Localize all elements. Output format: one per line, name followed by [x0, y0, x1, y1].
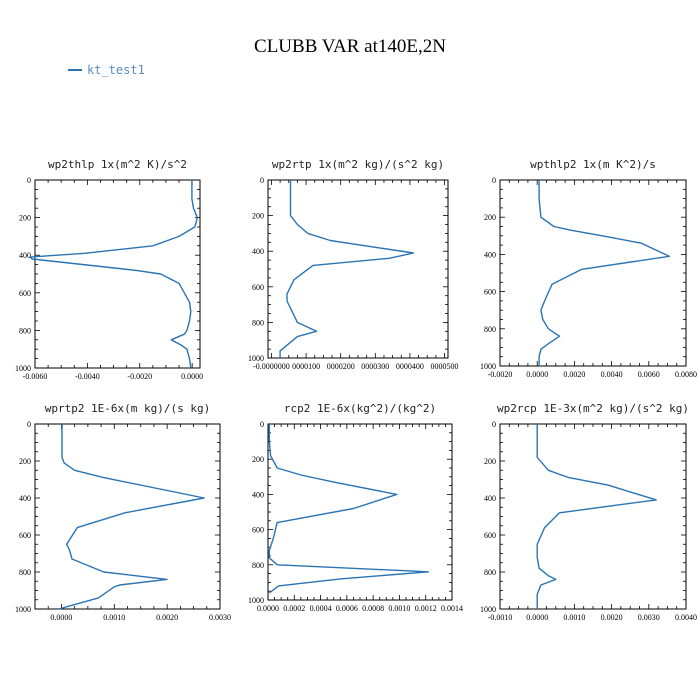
y-tick-label: 1000 [480, 362, 496, 371]
page-title: CLUBB VAR at140E,2N [254, 36, 446, 57]
x-tick-label: 0.0002 [283, 604, 305, 613]
chart-panel-6: wp2rcp 1E-3x(m^2 kg)/(s^2 kg)0 200 400 600 8… [480, 402, 697, 622]
x-tick-label: 0.0000 [257, 604, 279, 613]
x-tick-label: 0000200 [327, 362, 355, 371]
x-tick-label: 0.0008 [362, 604, 384, 613]
y-tick-label: 1000 [248, 596, 264, 605]
chart-panel-3: wpthlp2 1x(m K^2)/s 0 200 400 600 800 1000-0.0… [480, 158, 697, 379]
x-tick-label: 0.0020 [563, 370, 585, 379]
legend-label: kt_test1 [87, 63, 145, 77]
y-tick-label: 0 [260, 176, 264, 185]
legend-line-swatch [68, 69, 82, 71]
y-tick-label: 0 [260, 420, 264, 429]
y-tick-label: 800 [484, 568, 496, 577]
y-tick-label: 400 [252, 247, 264, 256]
x-tick-label: 0.0000 [526, 613, 548, 622]
y-tick-label: 1000 [480, 605, 496, 614]
chart-title: wprtp2 1E-6x(m kg)/(s kg) [45, 402, 211, 415]
x-tick-label: 0000500 [431, 362, 459, 371]
y-tick-label: 800 [19, 568, 31, 577]
y-tick-label: 600 [19, 289, 31, 298]
y-tick-label: 400 [484, 250, 496, 259]
series-line [58, 424, 205, 610]
plot-frame [267, 423, 453, 601]
x-tick-label: 0.0080 [675, 370, 697, 379]
y-tick-label: 200 [484, 213, 496, 222]
chart-panel-4: wprtp2 1E-6x(m kg)/(s kg) 0 200 400 600 800 10… [15, 402, 231, 622]
y-tick-label: 400 [484, 494, 496, 503]
series-line [268, 424, 429, 594]
x-tick-label: 0.0030 [209, 613, 231, 622]
x-tick-label: 0000400 [396, 362, 424, 371]
y-tick-label: 800 [19, 326, 31, 335]
y-tick-label: 600 [252, 283, 264, 292]
y-tick-label: 200 [252, 455, 264, 464]
x-tick-label: 0000100 [292, 362, 320, 371]
y-tick-label: 600 [19, 531, 31, 540]
x-tick-label: 0.0014 [441, 604, 463, 613]
y-tick-label: 200 [484, 457, 496, 466]
chart-title: wp2rcp 1E-3x(m^2 kg)/(s^2 kg) [497, 402, 689, 415]
x-tick-label: 0000300 [361, 362, 389, 371]
x-tick-label: 0.0000 [526, 370, 548, 379]
x-tick-label: 0.0006 [336, 604, 358, 613]
y-tick-label: 600 [484, 288, 496, 297]
legend: kt_test1 [68, 62, 145, 78]
y-tick-label: 800 [484, 325, 496, 334]
series-line [279, 180, 415, 358]
chart-title: wp2thlp 1x(m^2 K)/s^2 [48, 158, 187, 171]
y-tick-label: 400 [252, 490, 264, 499]
x-tick-label: 0.0030 [638, 613, 660, 622]
chart-panel-2: wp2rtp 1x(m^2 kg)/(s^2 kg) 0 200 400 600 800 1… [248, 158, 459, 371]
y-tick-label: 200 [19, 214, 31, 223]
series-line [536, 424, 657, 609]
x-tick-label: -0.0020 [488, 370, 513, 379]
x-tick-label: 0.0060 [638, 370, 660, 379]
y-tick-label: 200 [19, 457, 31, 466]
plot-frame [34, 179, 201, 369]
y-tick-label: 1000 [248, 354, 264, 363]
x-tick-label: -0.0000000 [253, 362, 290, 371]
x-tick-label: 0.0010 [563, 613, 585, 622]
y-tick-label: 800 [252, 318, 264, 327]
y-tick-label: 1000 [15, 364, 31, 373]
chart-panel-5: rcp2 1E-6x(kg^2)/(kg^2) 0 200 400 600 800 1000… [248, 402, 463, 613]
y-tick-label: 600 [484, 531, 496, 540]
x-tick-label: 0.0020 [156, 613, 178, 622]
plot-frame [499, 423, 687, 610]
y-tick-label: 1000 [15, 605, 31, 614]
y-tick-label: 400 [19, 251, 31, 260]
x-tick-label: 0.0004 [310, 604, 332, 613]
y-tick-label: 600 [252, 526, 264, 535]
series-line [538, 180, 670, 366]
y-tick-label: 800 [252, 561, 264, 570]
y-tick-label: 400 [19, 494, 31, 503]
x-tick-label: 0.0010 [388, 604, 410, 613]
y-tick-label: 0 [27, 420, 31, 429]
plot-frame [499, 179, 687, 367]
x-tick-label: -0.0020 [127, 372, 152, 381]
chart-title: wpthlp2 1x(m K^2)/s [530, 158, 656, 171]
chart-title: rcp2 1E-6x(kg^2)/(kg^2) [284, 402, 436, 415]
chart-title: wp2rtp 1x(m^2 kg)/(s^2 kg) [272, 158, 444, 171]
x-tick-label: 0.0040 [601, 370, 623, 379]
x-tick-label: 0.0020 [601, 613, 623, 622]
series-line [29, 180, 199, 369]
x-tick-label: -0.0060 [23, 372, 48, 381]
x-tick-label: -0.0040 [75, 372, 100, 381]
x-tick-label: 0.0010 [103, 613, 125, 622]
x-tick-label: 0.0000 [181, 372, 203, 381]
y-tick-label: 0 [492, 176, 496, 185]
x-tick-label: 0.0040 [675, 613, 697, 622]
chart-panel-1: wp2thlp 1x(m^2 K)/s^202004006008001000-0… [15, 158, 203, 381]
y-tick-label: 200 [252, 212, 264, 221]
x-tick-label: 0.0000 [50, 613, 72, 622]
y-tick-label: 0 [492, 420, 496, 429]
x-tick-label: 0.0012 [415, 604, 437, 613]
x-tick-label: -0.0010 [488, 613, 513, 622]
y-tick-label: 0 [27, 176, 31, 185]
plot-frame [34, 423, 221, 610]
plot-frame [267, 179, 449, 359]
